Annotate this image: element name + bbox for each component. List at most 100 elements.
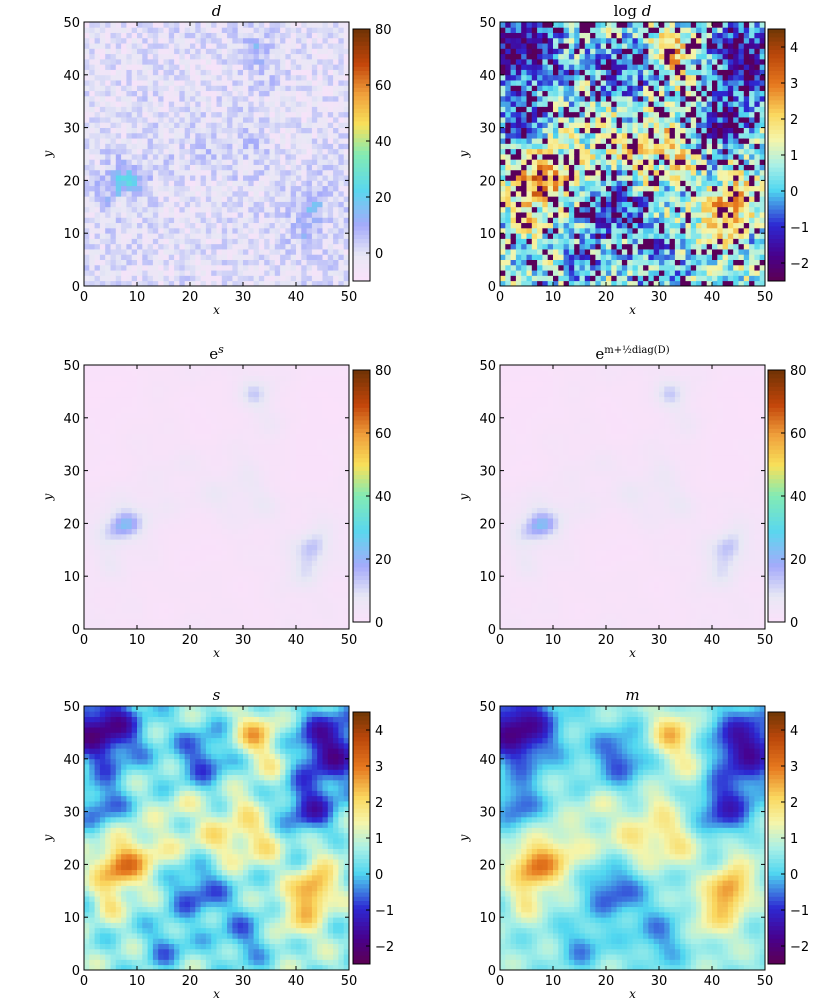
heatmap-cell (200, 154, 207, 160)
heatmap-cell (579, 48, 586, 55)
heatmap-cell (537, 74, 543, 81)
heatmap-cell (205, 254, 212, 260)
heatmap-cell (121, 69, 127, 76)
heatmap-cell (659, 37, 665, 44)
heatmap-cell (738, 222, 745, 229)
heatmap-cell (184, 74, 191, 81)
heatmap-cell (99, 222, 106, 229)
heatmap-cell (558, 243, 564, 250)
heatmap-cell (94, 48, 101, 55)
heatmap-cell (611, 159, 617, 165)
heatmap-cell (696, 48, 702, 55)
heatmap-cell (643, 53, 649, 60)
heatmap-cell (296, 180, 302, 187)
heatmap-cell (142, 180, 148, 187)
heatmap-cell (306, 243, 313, 250)
heatmap-cell (664, 58, 670, 65)
heatmap-cell (727, 111, 734, 118)
heatmap-cell (611, 127, 617, 134)
heatmap-cell (648, 264, 655, 271)
heatmap-cell (179, 53, 186, 60)
heatmap-cell (674, 206, 681, 213)
heatmap-cell (547, 249, 554, 255)
heatmap-cell (706, 132, 713, 139)
heatmap-cell (579, 85, 586, 92)
heatmap-cell (216, 148, 223, 155)
heatmap-cell (142, 53, 148, 60)
heatmap-cell (338, 95, 345, 102)
heatmap-cell (643, 90, 649, 97)
heatmap-cell (168, 43, 175, 49)
heatmap-cell (749, 227, 755, 234)
heatmap-cell (738, 206, 745, 213)
heatmap-cell (301, 196, 307, 202)
heatmap-cell (685, 85, 692, 92)
heatmap-cell (616, 53, 623, 60)
heatmap-cell (632, 69, 639, 76)
heatmap-cell (179, 264, 186, 271)
heatmap-cell (343, 127, 350, 134)
heatmap-cell (94, 22, 101, 28)
heatmap-cell (243, 22, 249, 28)
heatmap-cell (243, 101, 249, 107)
heatmap-cell (274, 190, 281, 197)
heatmap-cell (659, 111, 665, 118)
heatmap-cell (126, 159, 133, 165)
heatmap-cell (595, 95, 602, 102)
heatmap-cell (706, 217, 713, 224)
heatmap-cell (712, 264, 718, 271)
heatmap-cell (611, 180, 617, 187)
heatmap-cell (521, 64, 527, 70)
heatmap-cell (147, 159, 154, 165)
heatmap-cell (99, 74, 106, 81)
heatmap-cell (333, 154, 339, 160)
heatmap-cell (221, 53, 228, 60)
heatmap-cell (696, 196, 702, 202)
heatmap-cell (696, 69, 702, 76)
heatmap-cell (285, 32, 292, 39)
heatmap-cell (333, 217, 339, 224)
heatmap-cell (637, 185, 644, 192)
heatmap-cell (274, 169, 281, 176)
heatmap-cell (131, 148, 138, 155)
heatmap-cell (243, 90, 249, 97)
heatmap-cell (547, 43, 554, 49)
heatmap-cell (296, 37, 302, 44)
heatmap-cell (733, 27, 739, 33)
heatmap-cell (343, 259, 350, 266)
heatmap-cell (269, 254, 276, 260)
heatmap-cell (269, 259, 276, 266)
heatmap-cell (237, 280, 244, 287)
heatmap-cell (322, 154, 329, 160)
heatmap-cell (680, 270, 686, 276)
heatmap-cell (306, 212, 313, 218)
heatmap-cell (547, 164, 554, 171)
heatmap-cell (606, 90, 612, 97)
heatmap-cell (521, 254, 527, 260)
heatmap-cell (669, 58, 676, 65)
heatmap-cell (563, 80, 570, 86)
heatmap-cell (311, 254, 318, 260)
heatmap-cell (94, 32, 101, 39)
heatmap-cell (179, 138, 186, 144)
heatmap-cell (606, 196, 612, 202)
heatmap-cell (274, 117, 281, 123)
heatmap-cell (743, 64, 750, 70)
heatmap-cell (616, 27, 623, 33)
heatmap-cell (600, 53, 607, 60)
heatmap-cell (621, 69, 628, 76)
heatmap-cell (515, 69, 522, 76)
heatmap-cell (211, 74, 217, 81)
heatmap-cell (563, 64, 570, 70)
heatmap-cell (659, 106, 665, 113)
heatmap-cell (264, 212, 270, 218)
heatmap-cell (696, 111, 702, 118)
heatmap-cell (343, 95, 350, 102)
heatmap-cell (94, 69, 101, 76)
heatmap-cell (515, 264, 522, 271)
heatmap-cell (317, 275, 323, 282)
heatmap-cell (563, 43, 570, 49)
heatmap-cell (574, 143, 580, 150)
heatmap-cell (727, 254, 734, 260)
heatmap-cell (632, 111, 639, 118)
